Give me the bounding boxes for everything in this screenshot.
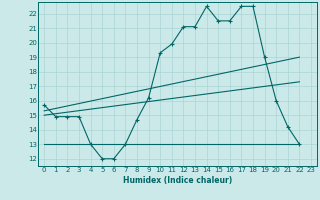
X-axis label: Humidex (Indice chaleur): Humidex (Indice chaleur)	[123, 176, 232, 185]
